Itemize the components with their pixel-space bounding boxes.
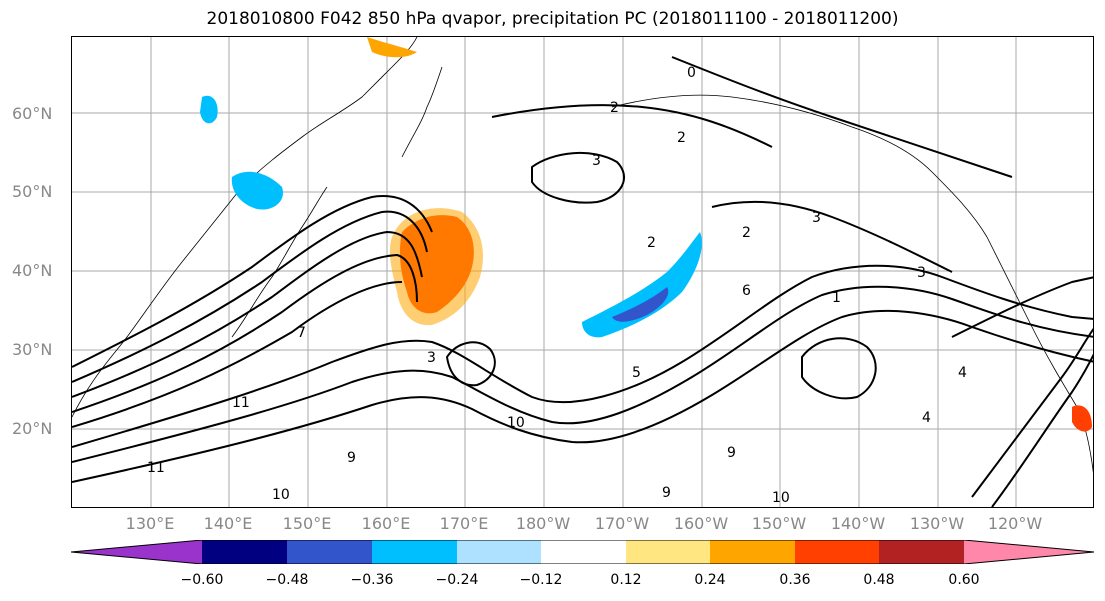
colorbar-tick: −0.60 — [180, 572, 224, 588]
coast-kamchatka — [401, 66, 443, 158]
lon-label-150w: 150°W — [751, 514, 807, 533]
lon-label-170e: 170°E — [439, 514, 489, 533]
negative-anomaly-band — [582, 232, 702, 338]
contour-label: 9 — [727, 445, 736, 461]
positive-anomaly-north — [367, 37, 417, 58]
colorbar-tick: −0.12 — [519, 572, 563, 588]
closed-contour-aleutian — [531, 151, 626, 204]
colorbar-segment — [202, 540, 287, 564]
colorbar-segment — [795, 540, 879, 564]
positive-anomaly-east — [1072, 405, 1092, 432]
contour-label: 7 — [297, 325, 306, 341]
contour-label: 9 — [662, 485, 671, 501]
colorbar-tick: 0.60 — [948, 572, 980, 588]
contour-label: 3 — [917, 265, 926, 281]
contour-label: 11 — [232, 395, 250, 411]
coastlines — [72, 37, 1093, 473]
figure-title: 2018010800 F042 850 hPa qvapor, precipit… — [206, 9, 899, 29]
negative-anomaly-okhotsk — [200, 95, 218, 124]
colorbar-outline — [71, 540, 1095, 564]
contour-label: 1 — [832, 290, 841, 306]
coast-asia — [72, 37, 418, 418]
colorbar-segment — [372, 540, 457, 564]
qvapor-contours — [72, 56, 1093, 507]
negative-anomaly-japan — [231, 171, 283, 210]
contour-label: 11 — [147, 460, 165, 476]
contour-label: 10 — [772, 490, 790, 506]
contour-label: 6 — [742, 283, 751, 299]
colorbar-tick: −0.48 — [265, 572, 309, 588]
colorbar-tick: −0.24 — [435, 572, 479, 588]
colorbar — [71, 540, 1095, 564]
negative-anomaly-core — [612, 287, 669, 322]
colorbar-tick: 0.48 — [863, 572, 895, 588]
colorbar-segment-extend-low — [71, 540, 202, 564]
contour-label: 4 — [922, 410, 931, 426]
colorbar-segment — [626, 540, 710, 564]
map-canvas: 0 2 2 3 2 3 2 3 4 6 5 4 3 1 7 11 9 10 11… — [72, 37, 1093, 507]
lon-label-150e: 150°E — [282, 514, 332, 533]
colorbar-tick: 0.24 — [694, 572, 726, 588]
contour-label: 3 — [592, 153, 601, 169]
lon-label-120w: 120°W — [987, 514, 1043, 533]
contour-label: 9 — [347, 450, 356, 466]
lon-label-170w: 170°W — [594, 514, 650, 533]
colorbar-segment — [287, 540, 372, 564]
contour-label: 2 — [742, 225, 751, 241]
lon-label-160e: 160°E — [361, 514, 411, 533]
closed-low-contour — [445, 341, 496, 387]
contour-label: 2 — [610, 100, 619, 116]
lon-label-130w: 130°W — [909, 514, 965, 533]
lat-label-50n: 50°N — [12, 182, 53, 201]
colorbar-segment — [710, 540, 795, 564]
graticule — [72, 37, 1093, 507]
colorbar-segment — [457, 540, 541, 564]
precip-shading — [200, 37, 1092, 432]
contour-label: 10 — [272, 487, 290, 503]
contour-label: 2 — [647, 235, 656, 251]
closed-contour-east — [801, 337, 877, 400]
colorbar-segment — [541, 540, 626, 564]
contour-label: 10 — [507, 415, 525, 431]
positive-anomaly-halo — [389, 208, 483, 326]
colorbar-tick: −0.36 — [350, 572, 394, 588]
contour-label: 5 — [632, 365, 641, 381]
lon-label-140e: 140°E — [203, 514, 253, 533]
lat-label-20n: 20°N — [12, 419, 53, 438]
coast-japan — [231, 186, 328, 338]
coast-north-america — [986, 236, 1093, 473]
colorbar-tick: 0.12 — [610, 572, 642, 588]
map-panel: 0 2 2 3 2 3 2 3 4 6 5 4 3 1 7 11 9 10 11… — [71, 36, 1094, 508]
lon-label-140w: 140°W — [830, 514, 886, 533]
colorbar-segment — [879, 540, 964, 564]
contour-label: 3 — [812, 210, 821, 226]
contour-label: 0 — [687, 65, 696, 81]
coast-alaska — [611, 94, 988, 238]
contour-label: 2 — [677, 130, 686, 146]
contour-label: 4 — [958, 365, 967, 381]
colorbar-tick: 0.36 — [779, 572, 811, 588]
lon-label-180w: 180°W — [515, 514, 571, 533]
lat-label-40n: 40°N — [12, 261, 53, 280]
contour-label-group: 0 2 2 3 2 3 2 3 4 6 5 4 3 1 7 11 9 10 11… — [147, 65, 967, 506]
colorbar-segment-extend-high — [964, 540, 1094, 564]
contour-label: 3 — [427, 350, 436, 366]
lat-label-30n: 30°N — [12, 340, 53, 359]
lon-label-130e: 130°E — [125, 514, 175, 533]
lon-label-160w: 160°W — [673, 514, 729, 533]
lat-label-60n: 60°N — [12, 104, 53, 123]
